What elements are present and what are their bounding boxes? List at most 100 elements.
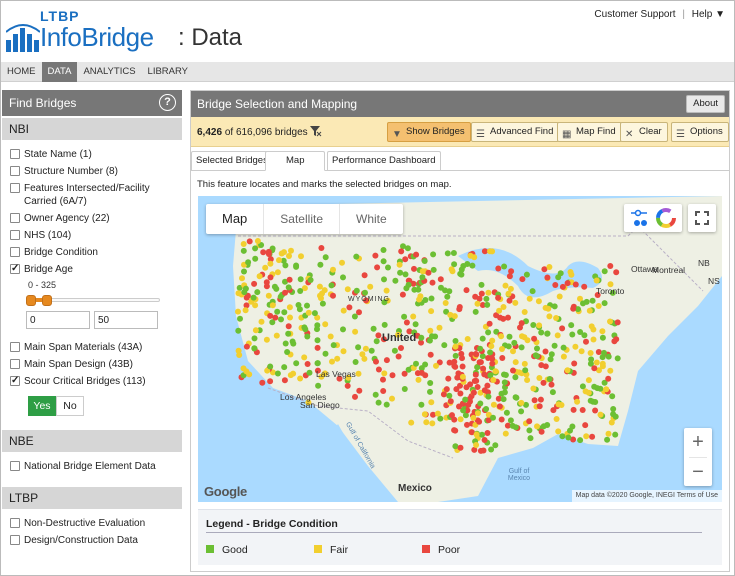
bridge-marker[interactable] (284, 349, 291, 355)
bridge-marker[interactable] (559, 325, 566, 332)
bridge-marker[interactable] (251, 345, 258, 352)
bridge-marker[interactable] (430, 411, 436, 418)
bridge-marker[interactable] (572, 281, 579, 288)
bridge-marker[interactable] (548, 351, 555, 358)
bridge-marker[interactable] (446, 392, 453, 399)
bridge-marker[interactable] (316, 283, 323, 290)
bridge-marker[interactable] (246, 238, 253, 245)
bridge-marker[interactable] (405, 277, 412, 284)
bridge-marker[interactable] (410, 313, 417, 320)
bridge-marker[interactable] (449, 268, 456, 275)
ltbp-filter-item[interactable]: Non-Destructive Evaluation (2, 517, 182, 530)
bridge-marker[interactable] (599, 328, 606, 335)
bridge-marker[interactable] (274, 269, 281, 276)
nbi-filter-item[interactable]: Main Span Design (43B) (2, 358, 182, 371)
clear-button[interactable]: ✕ Clear (620, 122, 668, 142)
bridge-marker[interactable] (612, 413, 619, 420)
bridge-marker[interactable] (235, 327, 242, 334)
bridge-marker[interactable] (591, 365, 598, 372)
bridge-marker[interactable] (380, 376, 386, 383)
bridge-marker[interactable] (258, 242, 265, 248)
options-button[interactable]: ☰ Options (671, 122, 729, 142)
bridge-marker[interactable] (452, 343, 459, 350)
bridge-marker[interactable] (569, 331, 576, 338)
bridge-marker[interactable] (505, 290, 512, 297)
bridge-marker[interactable] (330, 266, 336, 273)
bridge-marker[interactable] (458, 350, 465, 357)
bridge-marker[interactable] (467, 381, 474, 388)
bridge-marker[interactable] (555, 274, 562, 281)
bridge-marker[interactable] (314, 337, 321, 344)
bridge-marker[interactable] (328, 282, 335, 289)
bridge-marker[interactable] (490, 401, 497, 408)
bridge-marker[interactable] (477, 447, 484, 454)
bridge-marker[interactable] (489, 360, 496, 367)
bridge-marker[interactable] (243, 302, 250, 309)
bridge-marker[interactable] (549, 389, 556, 396)
bridge-marker[interactable] (271, 283, 278, 290)
bridge-marker[interactable] (545, 305, 552, 312)
bridge-marker[interactable] (476, 295, 483, 302)
bridge-marker[interactable] (613, 269, 620, 276)
bridge-marker[interactable] (577, 329, 584, 335)
bridge-marker[interactable] (297, 375, 304, 382)
nbi-filter-item[interactable]: Structure Number (8) (2, 165, 182, 178)
bridge-marker[interactable] (287, 372, 294, 379)
bridge-marker[interactable] (550, 407, 557, 414)
bridge-marker[interactable] (609, 393, 616, 400)
bridge-marker[interactable] (311, 310, 318, 317)
bridge-marker[interactable] (488, 343, 495, 350)
bridge-marker[interactable] (485, 411, 492, 418)
bridge-marker[interactable] (421, 258, 428, 264)
bridge-marker[interactable] (509, 422, 516, 429)
bridge-marker[interactable] (278, 316, 284, 323)
bridge-marker[interactable] (508, 268, 515, 275)
checkbox[interactable] (10, 535, 20, 545)
bridge-marker[interactable] (547, 356, 554, 363)
bridge-marker[interactable] (293, 263, 300, 270)
bridge-marker[interactable] (447, 311, 454, 318)
bridge-marker[interactable] (607, 367, 614, 374)
bridge-marker[interactable] (457, 416, 464, 423)
bridge-marker[interactable] (329, 358, 335, 365)
bridge-marker[interactable] (554, 332, 561, 339)
bridge-marker[interactable] (318, 373, 325, 380)
bridge-marker[interactable] (282, 262, 289, 269)
bridge-marker[interactable] (486, 320, 493, 327)
bridge-marker[interactable] (280, 257, 287, 264)
bridge-marker[interactable] (281, 309, 288, 316)
bridge-marker[interactable] (501, 379, 508, 386)
bridge-marker[interactable] (518, 320, 525, 327)
bridge-marker[interactable] (499, 346, 505, 352)
bridge-marker[interactable] (464, 421, 470, 428)
bridge-marker[interactable] (374, 264, 381, 271)
bridge-marker[interactable] (254, 238, 261, 244)
bridge-marker[interactable] (429, 279, 436, 286)
bridge-marker[interactable] (452, 443, 459, 450)
bridge-marker[interactable] (507, 285, 514, 292)
bridge-marker[interactable] (510, 348, 516, 355)
bridge-marker[interactable] (370, 325, 377, 332)
bridge-marker[interactable] (381, 299, 388, 306)
bridge-marker[interactable] (489, 248, 496, 255)
bridge-marker[interactable] (614, 319, 621, 326)
bridge-marker[interactable] (473, 431, 480, 438)
bridge-marker[interactable] (479, 302, 486, 308)
bridge-marker[interactable] (457, 270, 464, 277)
bridge-marker[interactable] (415, 376, 422, 383)
bridge-marker[interactable] (353, 253, 360, 260)
bridge-marker[interactable] (418, 401, 425, 408)
bridge-marker[interactable] (442, 300, 449, 306)
checkbox[interactable] (10, 149, 20, 159)
bridge-marker[interactable] (507, 417, 514, 424)
bridge-marker[interactable] (265, 248, 272, 255)
bridge-marker[interactable] (558, 402, 565, 408)
bridge-marker[interactable] (301, 354, 308, 361)
checkbox[interactable] (10, 461, 20, 471)
bridge-marker[interactable] (467, 252, 474, 259)
bridge-marker[interactable] (368, 347, 375, 354)
bridge-marker[interactable] (604, 436, 611, 443)
nav-library[interactable]: LIBRARY (147, 66, 189, 77)
bridge-marker[interactable] (381, 321, 388, 328)
bridge-marker[interactable] (367, 283, 374, 290)
